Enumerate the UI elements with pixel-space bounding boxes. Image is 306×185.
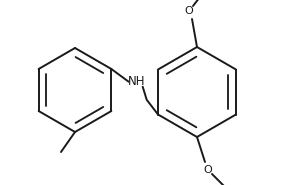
Text: O: O xyxy=(185,6,193,16)
Text: O: O xyxy=(203,165,212,175)
Text: NH: NH xyxy=(128,75,145,88)
